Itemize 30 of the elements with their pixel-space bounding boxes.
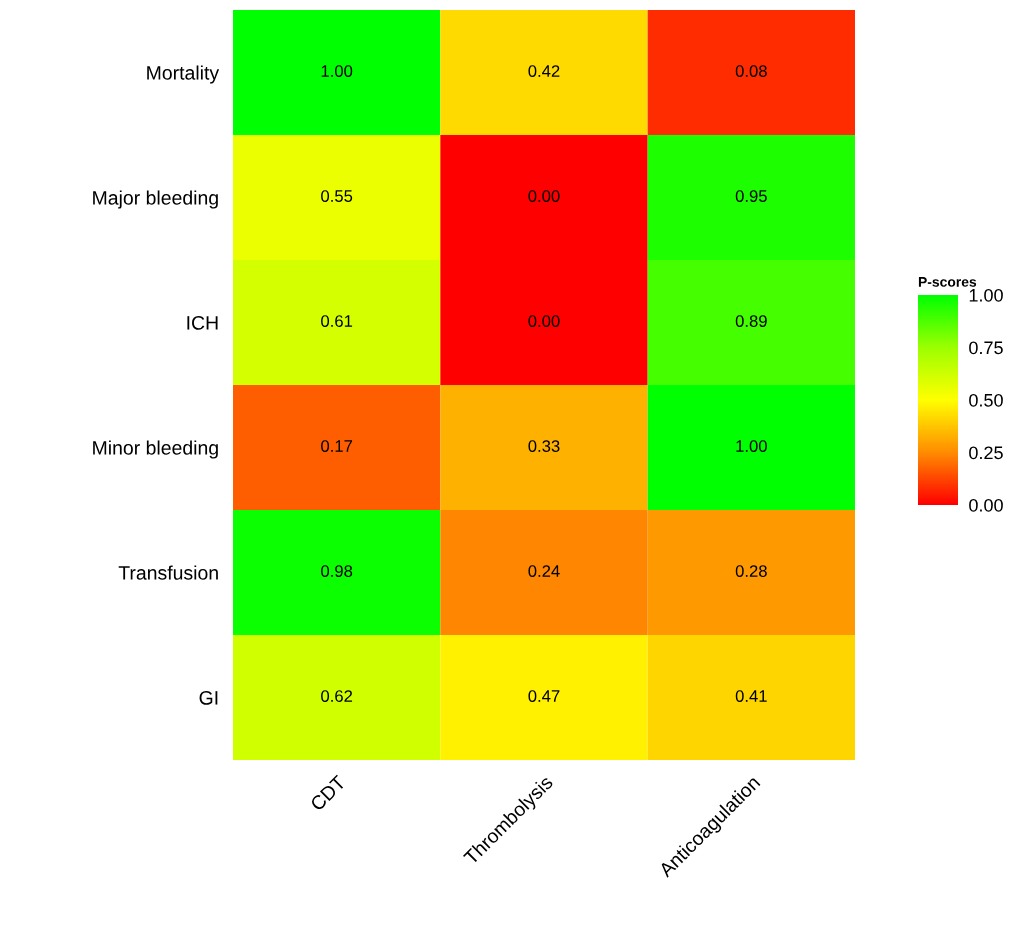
data-label: 0.00 xyxy=(528,315,560,327)
data-label: 0.28 xyxy=(735,565,767,577)
data-label: 0.33 xyxy=(528,440,560,452)
y-tick-label: Transfusion xyxy=(118,565,218,580)
data-label: 0.24 xyxy=(528,565,560,577)
data-label: 0.00 xyxy=(528,190,560,202)
data-label: 0.89 xyxy=(735,315,767,327)
y-tick-label: GI xyxy=(199,690,218,705)
data-label: 1.00 xyxy=(321,65,353,77)
y-tick-label: ICH xyxy=(187,315,218,330)
data-label: 0.98 xyxy=(321,565,353,577)
data-label: 0.17 xyxy=(321,440,353,452)
data-label: 0.95 xyxy=(735,190,767,202)
color-bar-title: P-scores xyxy=(918,277,977,287)
y-tick-label: Mortality xyxy=(147,65,220,84)
data-label: 0.47 xyxy=(528,690,560,702)
data-label: 1.00 xyxy=(736,440,767,452)
color-bar-label: 0.25 xyxy=(969,446,1003,460)
color-bar-label: 1.00 xyxy=(969,288,1003,302)
color-bar-label: 0.00 xyxy=(969,498,1003,512)
data-label: 0.42 xyxy=(528,65,560,77)
color-bar-label: 0.75 xyxy=(969,341,1003,355)
color-bar-label: 0.50 xyxy=(969,393,1003,407)
y-tick-label: Major bleeding xyxy=(93,190,218,209)
data-label: 0.55 xyxy=(321,190,353,202)
y-tick-label: Minor bleeding xyxy=(93,440,218,459)
data-label: 0.61 xyxy=(321,315,353,327)
data-label: 0.62 xyxy=(321,690,353,702)
data-label: 0.41 xyxy=(735,690,767,702)
data-label: 0.08 xyxy=(735,65,767,77)
